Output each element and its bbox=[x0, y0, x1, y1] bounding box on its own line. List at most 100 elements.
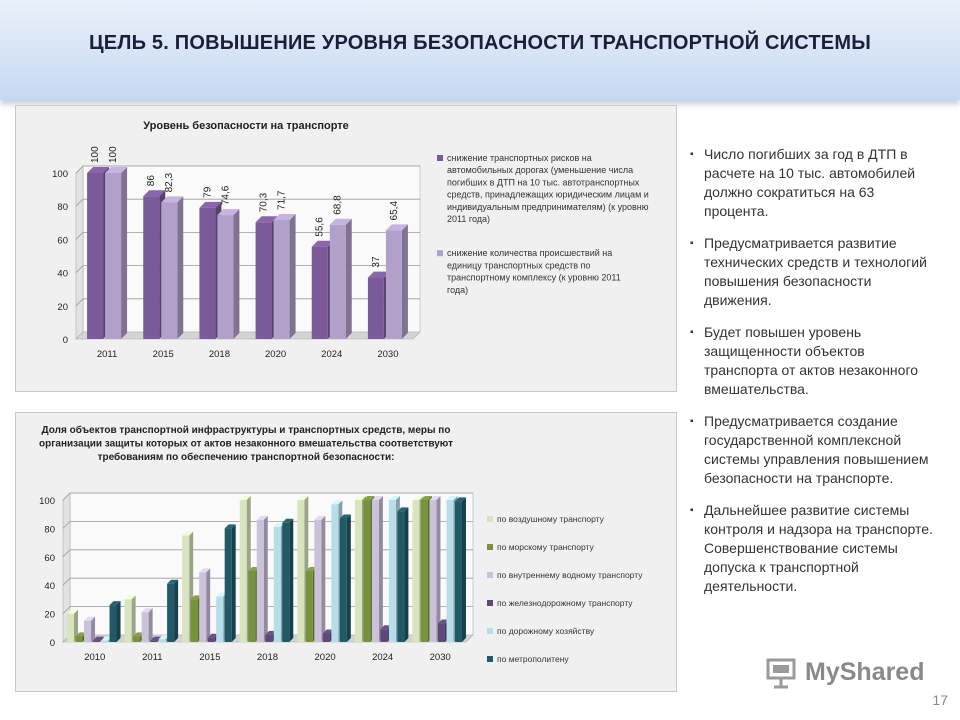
chart-infrastructure-protection: Доля объектов транспортной инфраструктур… bbox=[15, 412, 677, 692]
chart2-bar-top bbox=[67, 609, 79, 614]
chart1-bar-top bbox=[255, 216, 278, 223]
chart1-y-tick-label: 0 bbox=[63, 335, 68, 346]
chart2-y-tick-label: 40 bbox=[44, 581, 55, 592]
bullet-marker: ▪ bbox=[690, 238, 694, 249]
chart2-legend-label: по внутреннему водному транспорту bbox=[497, 570, 643, 580]
chart1-bar-side bbox=[233, 209, 240, 339]
chart2-bar-top bbox=[305, 567, 317, 571]
bullet-marker: ▪ bbox=[690, 416, 694, 427]
chart2-bar-side bbox=[91, 616, 96, 642]
chart2-bar bbox=[92, 640, 100, 642]
chart1-x-tick-label: 2030 bbox=[377, 349, 398, 360]
chart1-bar bbox=[217, 215, 234, 339]
chart2-x-tick-label: 2018 bbox=[257, 652, 278, 663]
bullet-item-3: ▪ Будет повышен уровень защищенности объе… bbox=[690, 323, 940, 399]
chart1-data-label: 74,6 bbox=[220, 185, 231, 205]
chart2-bar bbox=[322, 633, 330, 642]
chart1-bar bbox=[385, 230, 402, 339]
chart2-bar-side bbox=[231, 524, 236, 642]
chart1-y-tick-label: 60 bbox=[57, 235, 68, 246]
chart2-bar-top bbox=[124, 595, 136, 600]
chart1-bar-top bbox=[161, 196, 184, 203]
chart2-bar-top bbox=[380, 625, 392, 630]
chart2-bar-top bbox=[297, 496, 309, 500]
chart2-bar bbox=[446, 500, 454, 642]
chart1-data-label: 70,3 bbox=[259, 192, 270, 212]
chart2-bar-top bbox=[429, 496, 441, 500]
chart1-bar bbox=[273, 219, 290, 339]
chart2-legend-swatch bbox=[487, 544, 493, 550]
chart2-bar-top bbox=[256, 515, 268, 520]
chart2-legend-label: по воздушному транспорту bbox=[497, 514, 605, 524]
chart2-bar bbox=[429, 500, 437, 642]
chart2-bar-top bbox=[141, 608, 153, 613]
bullet-list: ▪ Число погибших за год в ДТП в расчете н… bbox=[690, 145, 940, 609]
chart2-bar-side bbox=[346, 514, 351, 642]
chart1-gridline bbox=[75, 165, 420, 174]
chart1-title: Уровень безопасности на транспорте bbox=[143, 120, 349, 132]
chart2-bar-top bbox=[216, 592, 228, 597]
chart2-bar-top bbox=[388, 496, 400, 500]
chart2-bar bbox=[109, 605, 117, 642]
chart1-bar-top bbox=[311, 240, 334, 247]
chart1-gridline bbox=[75, 198, 420, 207]
chart2-legend-label: по дорожному хозяйству bbox=[497, 626, 595, 636]
chart-transport-safety: Уровень безопасности на транспорте 0 20 40 6… bbox=[15, 105, 677, 392]
chart2-bar bbox=[141, 612, 149, 642]
chart1-bar-top bbox=[273, 213, 296, 220]
chart2-bar-top bbox=[109, 601, 121, 606]
chart1-legend-swatch bbox=[437, 155, 443, 161]
chart2-y-tick-label: 100 bbox=[39, 496, 55, 507]
chart1-bar-top bbox=[217, 209, 240, 216]
chart2-legend-label: по метрополитену bbox=[497, 654, 569, 664]
chart2-bar-top bbox=[273, 522, 285, 527]
chart2-bar-top bbox=[314, 515, 326, 520]
chart2-bar-side bbox=[436, 496, 441, 642]
chart1-bar-top bbox=[143, 190, 166, 197]
chart1-x-tick-label: 2018 bbox=[209, 349, 230, 360]
chart1-side-wall bbox=[75, 165, 84, 340]
bullet-marker: ▪ bbox=[690, 327, 694, 338]
chart2-bar-side bbox=[148, 608, 153, 642]
chart2-bar-top bbox=[182, 531, 194, 536]
chart1-bar-top bbox=[199, 201, 222, 208]
chart1-bar bbox=[255, 222, 272, 339]
chart2-title: Доля объектов транспортной инфраструктур… bbox=[39, 424, 453, 463]
chart1-x-tick-label: 2024 bbox=[321, 349, 342, 360]
chart2-bar-side bbox=[74, 609, 79, 642]
chart2-bar-top bbox=[75, 632, 87, 637]
chart2-bar-top bbox=[363, 496, 375, 500]
chart2-y-tick-label: 60 bbox=[44, 553, 55, 564]
bullet-item-2: ▪ Предусматривается развитие технических … bbox=[690, 234, 940, 310]
bullet-text: Будет повышен уровень защищенности объек… bbox=[704, 324, 919, 397]
chart2-bar bbox=[75, 636, 83, 642]
chart1-data-label: 71,7 bbox=[277, 190, 288, 210]
chart2-bar bbox=[354, 500, 362, 642]
chart2-x-tick-label: 2011 bbox=[142, 652, 162, 663]
bullet-text: Предусматривается создание государственн… bbox=[704, 413, 929, 486]
chart2-bar-top bbox=[101, 636, 113, 641]
chart-transport-safety-svg: Уровень безопасности на транспорте 0 20 40 6… bbox=[52, 120, 649, 360]
chart2-x-tick-label: 2010 bbox=[84, 652, 105, 663]
chart2-bar bbox=[397, 511, 405, 642]
chart-infrastructure-protection-svg: Доля объектов транспортной инфраструктур… bbox=[39, 424, 643, 664]
chart2-bar-side bbox=[289, 518, 294, 642]
chart1-data-label: 55,6 bbox=[315, 217, 326, 237]
chart2-x-tick-label: 2015 bbox=[199, 652, 220, 663]
chart1-bar-top bbox=[105, 167, 128, 173]
chart1-bar-side bbox=[289, 213, 296, 339]
chart2-x-tick-label: 2030 bbox=[430, 652, 451, 663]
chart2-bar-top bbox=[454, 497, 466, 502]
chart1-bar-top bbox=[87, 167, 110, 173]
chart1-data-label: 37 bbox=[371, 256, 382, 268]
chart2-bar-side bbox=[99, 636, 104, 642]
chart2-bar-top bbox=[167, 579, 179, 584]
chart2-bar bbox=[150, 640, 158, 642]
chart1-data-label: 86 bbox=[146, 175, 157, 187]
bullet-text: Дальнейшее развитие системы контроля и н… bbox=[704, 502, 933, 594]
chart1-y-tick-label: 80 bbox=[57, 202, 68, 213]
chart2-bar bbox=[331, 504, 339, 642]
chart2-bar bbox=[412, 500, 420, 642]
chart2-bar bbox=[84, 620, 92, 642]
chart2-bar bbox=[167, 583, 175, 642]
